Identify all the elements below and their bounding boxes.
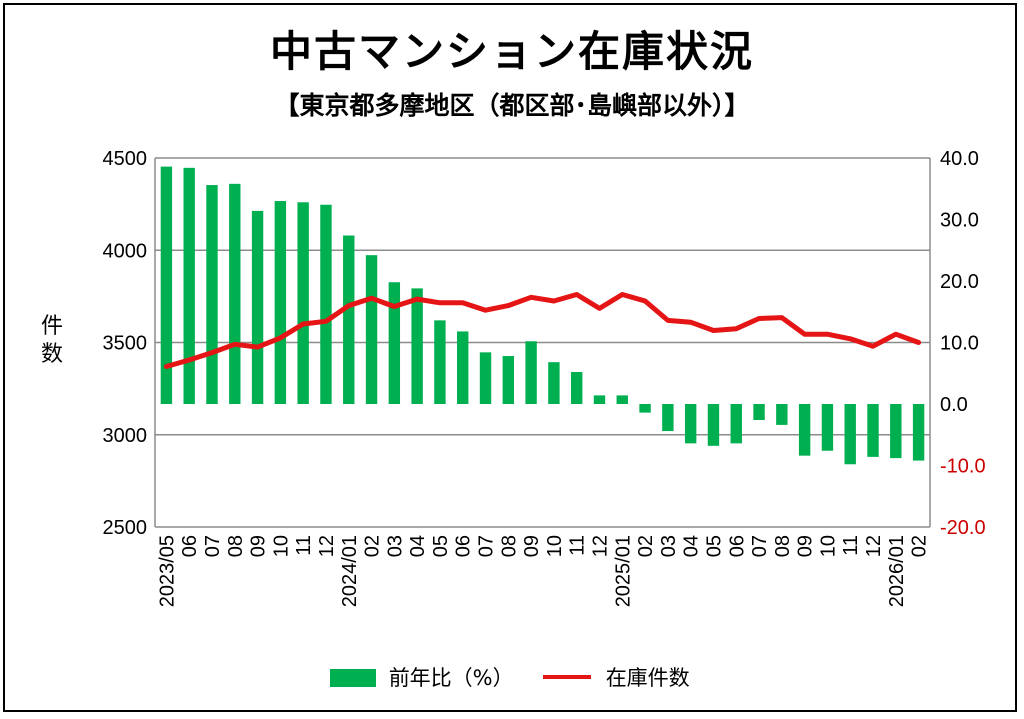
- x-tick-label: 03: [658, 535, 680, 557]
- bar: [684, 404, 697, 444]
- x-tick-label: 08: [225, 535, 247, 557]
- x-tick-label: 2025/01: [612, 535, 634, 607]
- right-tick-label: -20.0: [940, 517, 986, 539]
- x-tick-label: 10: [544, 535, 566, 557]
- x-tick-label: 02: [635, 535, 657, 557]
- bar: [297, 202, 309, 404]
- bar: [639, 404, 651, 413]
- bar: [160, 166, 173, 404]
- x-tick-label: 12: [316, 535, 338, 557]
- x-tick-label: 07: [749, 535, 771, 557]
- x-tick-label: 06: [453, 535, 475, 557]
- bar: [411, 288, 423, 404]
- x-tick-label: 02: [362, 535, 384, 557]
- bar: [616, 395, 628, 404]
- y-axis-label-text: 件数: [40, 314, 63, 367]
- x-tick-label: 05: [703, 535, 725, 557]
- y-axis-label: 件数: [38, 313, 66, 369]
- legend-line: 在庫件数: [543, 662, 690, 692]
- x-tick-label: 02: [909, 535, 931, 557]
- bar: [502, 356, 515, 404]
- x-tick-label: 06: [726, 535, 748, 557]
- right-tick-label: 40.0: [940, 148, 979, 170]
- bar: [753, 404, 765, 420]
- x-tick-label: 2023/05: [156, 535, 178, 607]
- left-tick-label: 3500: [103, 333, 148, 355]
- x-tick-label: 07: [202, 535, 224, 557]
- bar: [730, 404, 742, 444]
- right-tick-label: -10.0: [940, 456, 986, 478]
- x-tick-label: 08: [772, 535, 794, 557]
- left-tick-label: 4000: [103, 240, 148, 262]
- bar: [388, 282, 401, 404]
- x-tick-label: 10: [817, 535, 839, 557]
- chart-subtitle: 【東京都多摩地区（都区部･島嶼部以外）】: [274, 91, 750, 120]
- x-tick-label: 09: [248, 535, 270, 557]
- bar: [912, 404, 925, 461]
- bar: [457, 331, 469, 404]
- left-tick-label: 4500: [103, 148, 148, 170]
- x-tick-label: 08: [498, 535, 520, 557]
- bar: [890, 404, 902, 459]
- right-tick-label: 0.0: [940, 394, 968, 416]
- bar: [662, 404, 674, 432]
- stock-line: [163, 292, 922, 369]
- x-tick-label: 10: [270, 535, 292, 557]
- x-tick-label: 04: [681, 535, 703, 557]
- bar: [320, 204, 332, 404]
- bar: [434, 320, 446, 404]
- legend-line-swatch: [543, 675, 591, 679]
- chart-title: 中古マンション在庫状況: [269, 27, 754, 76]
- legend-bar-swatch: [330, 669, 376, 687]
- bar: [844, 404, 856, 465]
- right-tick-label: 10.0: [940, 333, 979, 355]
- x-tick-label: 11: [840, 535, 862, 556]
- x-tick-label: 06: [179, 535, 201, 557]
- bar: [798, 404, 811, 456]
- bar: [776, 404, 788, 425]
- bar: [479, 352, 492, 404]
- bar: [570, 372, 583, 404]
- x-tick-label: 03: [384, 535, 406, 557]
- x-tick-label: 11: [293, 535, 315, 556]
- bar: [707, 404, 720, 446]
- bar: [548, 362, 560, 404]
- x-tick-label: 09: [795, 535, 817, 557]
- bar: [593, 395, 606, 404]
- x-tick-label: 12: [863, 535, 885, 557]
- bar: [274, 201, 287, 404]
- right-tick-label: 20.0: [940, 271, 979, 293]
- left-tick-label: 2500: [103, 517, 148, 539]
- bar: [343, 235, 355, 404]
- x-tick-label: 12: [589, 535, 611, 557]
- x-tick-label: 2024/01: [339, 535, 361, 607]
- left-tick-label: 3000: [103, 425, 148, 447]
- bar: [525, 341, 537, 404]
- x-tick-label: 11: [567, 535, 589, 556]
- bar: [206, 185, 218, 404]
- legend-line-label: 在庫件数: [605, 666, 690, 690]
- right-tick-label: 30.0: [940, 210, 979, 232]
- x-tick-label: 07: [476, 535, 498, 557]
- x-tick-label: 05: [430, 535, 452, 557]
- legend-bar-label: 前年比（%）: [388, 666, 514, 690]
- legend-bar: 前年比（%）: [330, 662, 514, 692]
- bar: [365, 255, 378, 404]
- bar: [183, 167, 195, 404]
- bar: [867, 404, 879, 457]
- bar: [251, 210, 264, 404]
- bar: [229, 183, 241, 404]
- x-tick-label: 09: [521, 535, 543, 557]
- x-tick-label: 04: [407, 535, 429, 557]
- bar: [821, 404, 834, 451]
- x-tick-label: 2026/01: [886, 535, 908, 607]
